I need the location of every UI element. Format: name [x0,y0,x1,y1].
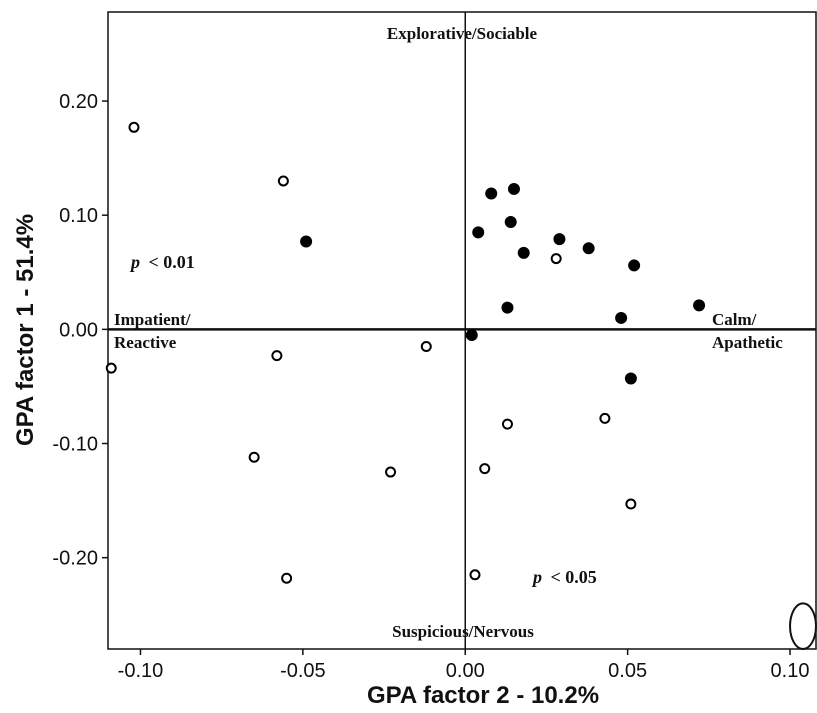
p-symbol: p [129,252,140,272]
filled-data-point [628,259,641,272]
open-data-point [385,466,397,478]
quadrant-label-right-2: Apathetic [712,333,783,352]
filled-data-point [517,246,530,259]
open-data-point [128,121,140,133]
p-value-text: < 0.01 [149,252,195,272]
open-data-point [550,253,562,265]
p-symbol: p [531,567,542,587]
x-axis-ticks: -0.10 -0.05 0.00 0.05 0.10 [118,649,810,682]
open-data-point [248,451,260,463]
filled-data-point [582,242,595,255]
x-tick-label: -0.10 [118,660,164,682]
data-points [105,121,706,584]
open-data-point [271,350,283,362]
filled-data-point [485,187,498,200]
y-tick-label: 0.20 [59,91,98,113]
y-axis-title: GPA factor 1 - 51.4% [12,214,39,446]
filled-data-point [624,372,637,385]
filled-data-point [501,301,514,314]
open-data-point [599,412,611,424]
open-data-point [501,418,513,430]
y-tick-label: -0.20 [52,548,98,570]
open-data-point [420,340,432,352]
filled-data-point [504,216,517,229]
x-tick-label: -0.05 [280,660,326,682]
quadrant-label-top: Explorative/Sociable [387,24,538,43]
filled-data-point [472,226,485,239]
p-value-right: p < 0.05 [531,567,597,587]
filled-data-point [693,299,706,312]
filled-data-point [507,182,520,195]
x-tick-label: 0.00 [446,660,485,682]
x-tick-label: 0.10 [771,660,810,682]
filled-data-point [300,235,313,248]
y-tick-label: 0.00 [59,319,98,341]
y-axis-ticks: 0.20 0.10 0.00 -0.10 -0.20 [52,91,108,570]
filled-data-point [615,311,628,324]
open-data-point [469,569,481,581]
quadrant-label-left-2: Reactive [114,333,177,352]
y-tick-label: -0.10 [52,434,98,456]
confidence-ellipse [789,602,817,650]
x-axis-title: GPA factor 2 - 10.2% [367,682,599,709]
open-data-point [625,498,637,510]
quadrant-label-bottom: Suspicious/Nervous [392,622,534,641]
quadrant-label-left-1: Impatient/ [114,310,191,329]
open-data-point [105,362,117,374]
filled-data-point [465,329,478,342]
open-data-point [281,572,293,584]
open-data-point [277,175,289,187]
y-tick-label: 0.10 [59,205,98,227]
filled-data-point [553,233,566,246]
p-value-left: p < 0.01 [129,252,195,272]
x-tick-label: 0.05 [608,660,647,682]
quadrant-label-right-1: Calm/ [712,310,757,329]
p-value-text: < 0.05 [551,567,597,587]
open-data-point [479,463,491,475]
